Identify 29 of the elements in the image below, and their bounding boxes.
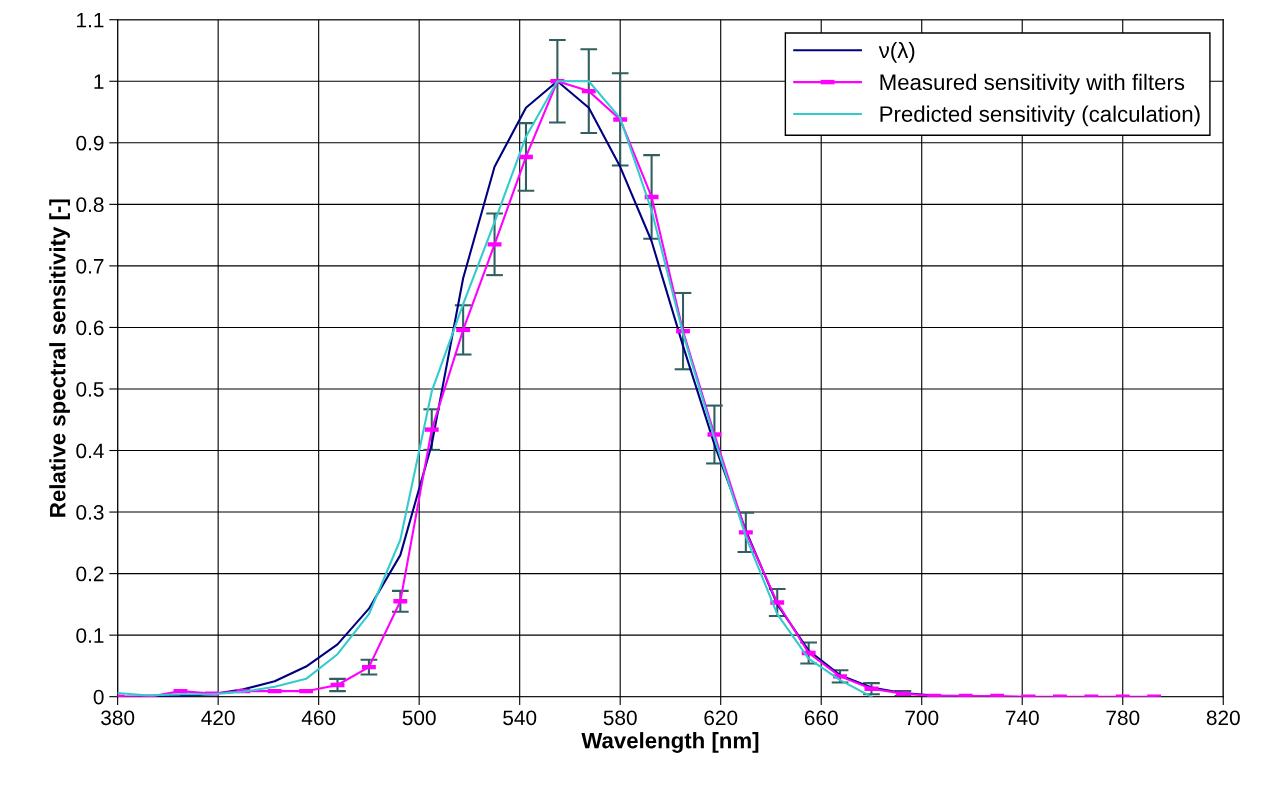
x-tick-label: 380: [101, 710, 135, 726]
x-tick-label: 780: [1106, 710, 1140, 726]
x-tick-label: 740: [1005, 710, 1039, 726]
x-tick-label: 500: [402, 710, 436, 726]
x-tick-label: 460: [301, 710, 336, 726]
y-tick-label: 0.5: [76, 381, 104, 397]
y-tick-label: 0.2: [76, 566, 104, 582]
y-tick-label: 0.3: [76, 505, 104, 520]
legend-label: Predicted sensitivity (calculation): [880, 105, 1200, 127]
y-tick-label: 0: [93, 689, 104, 705]
y-tick-label: 1: [94, 74, 104, 89]
y-tick-label: 0.1: [76, 628, 104, 643]
x-tick-label: 620: [704, 710, 738, 726]
x-tick-label: 540: [503, 710, 537, 726]
y-tick-label: 0.4: [76, 443, 104, 459]
x-tick-label: 580: [603, 710, 637, 726]
y-tick-label: 0.8: [76, 197, 104, 213]
y-tick-label: 0.9: [76, 135, 104, 151]
x-tick-label: 700: [905, 710, 939, 726]
y-tick-label: 0.6: [76, 320, 104, 336]
legend-label: Measured sensitivity with filters: [880, 73, 1185, 95]
x-tick-label: 660: [804, 710, 838, 726]
x-axis-title: Wavelength [nm]: [581, 732, 759, 753]
y-tick-label: 1.1: [77, 12, 104, 28]
x-tick-label: 820: [1206, 710, 1240, 726]
y-axis-title: Relative spectral sensitivity [-]: [49, 199, 70, 517]
x-tick-label: 420: [201, 710, 235, 726]
legend-label: ν(λ): [878, 41, 915, 63]
y-tick-label: 0.7: [76, 258, 104, 274]
